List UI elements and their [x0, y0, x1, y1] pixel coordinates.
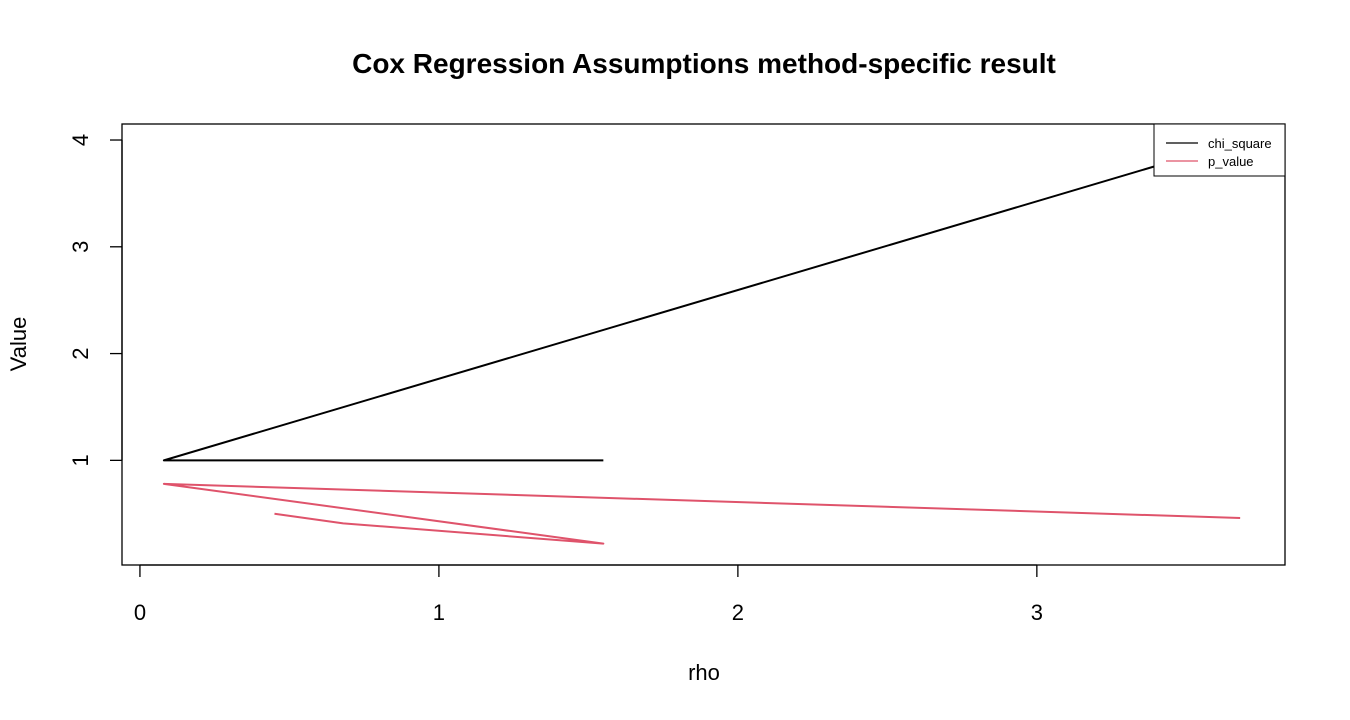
legend-label-p-value: p_value — [1208, 154, 1254, 169]
y-axis: 1 2 3 4 — [68, 134, 123, 466]
y-tick-label: 3 — [68, 241, 93, 253]
series-line-chi-square — [162, 160, 1172, 462]
plot-box — [121, 123, 1286, 566]
x-tick-label: 2 — [732, 600, 744, 625]
series-layer — [162, 160, 1241, 545]
y-tick-label: 2 — [68, 347, 93, 359]
x-axis: 0 1 2 3 — [134, 564, 1043, 625]
y-axis-title: Value — [6, 317, 31, 372]
y-tick-label: 4 — [68, 134, 93, 146]
x-tick-label: 0 — [134, 600, 146, 625]
x-tick-label: 3 — [1031, 600, 1043, 625]
x-axis-title: rho — [688, 660, 720, 685]
x-tick-label: 1 — [433, 600, 445, 625]
series-line-p-value — [162, 482, 1241, 545]
legend: chi_square p_value — [1153, 123, 1286, 177]
legend-box — [1153, 123, 1286, 177]
y-tick-label: 1 — [68, 454, 93, 466]
legend-label-chi-square: chi_square — [1208, 136, 1272, 151]
chart-title: Cox Regression Assumptions method-specif… — [352, 48, 1056, 79]
